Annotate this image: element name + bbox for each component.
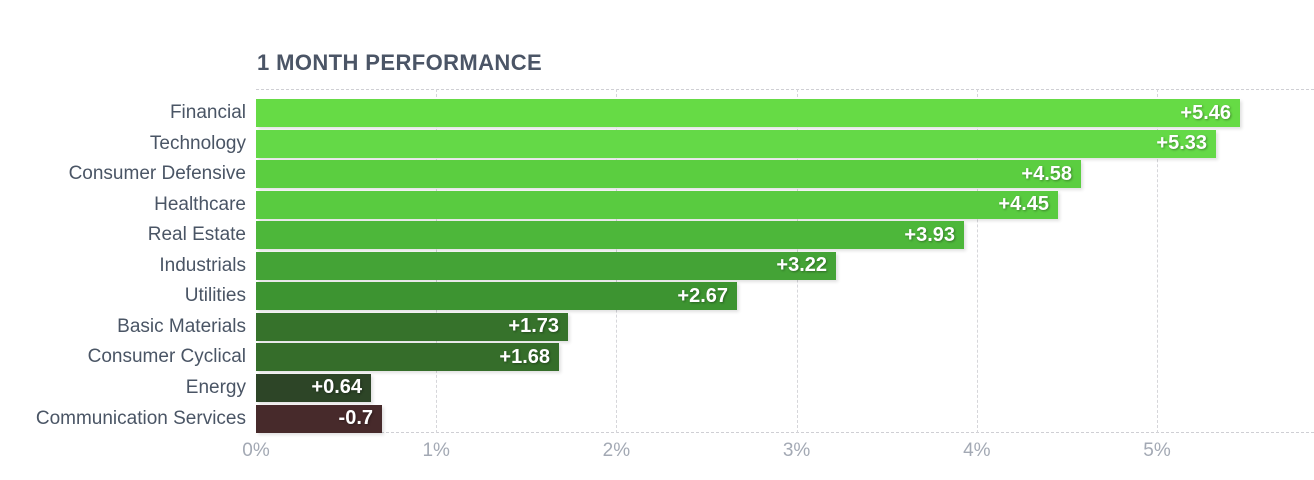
gridline-4pct: [976, 89, 978, 433]
bar-value-label: +1.68: [499, 345, 550, 368]
bar-value-label: +4.58: [1021, 162, 1072, 185]
category-label: Healthcare: [154, 193, 246, 215]
category-label: Industrials: [159, 254, 246, 276]
bar-value-label: +4.45: [998, 193, 1049, 216]
bar-value-label: +3.22: [776, 254, 827, 277]
category-label: Consumer Defensive: [68, 163, 246, 185]
plot-area: [256, 89, 1314, 433]
bar-value-label: +5.46: [1180, 101, 1231, 124]
bar-value-label: +3.93: [904, 223, 955, 246]
bar-value-label: +2.67: [677, 284, 728, 307]
x-axis-tick-label: 3%: [782, 440, 811, 461]
bar-value-label: +1.73: [508, 315, 559, 338]
bar[interactable]: +2.67: [256, 282, 737, 311]
x-axis-tick-label: 2%: [602, 440, 631, 461]
chart-title: 1 MONTH PERFORMANCE: [257, 50, 543, 75]
bar-value-label: +0.64: [311, 376, 362, 399]
category-label: Energy: [185, 376, 246, 398]
bar[interactable]: -0.7: [256, 404, 382, 433]
category-label: Utilities: [184, 285, 246, 307]
bar[interactable]: +0.64: [256, 373, 371, 402]
x-axis-tick-label: 1%: [422, 440, 450, 461]
bar[interactable]: +3.22: [256, 251, 836, 280]
bar[interactable]: +4.45: [256, 190, 1058, 219]
category-label: Communication Services: [35, 407, 246, 429]
category-label: Consumer Cyclical: [87, 346, 246, 368]
bar[interactable]: +3.93: [256, 221, 964, 250]
category-label: Real Estate: [147, 224, 246, 246]
x-axis-tick-label: 4%: [963, 440, 991, 461]
bar[interactable]: +5.33: [256, 129, 1216, 158]
bar[interactable]: +1.68: [256, 343, 559, 372]
x-axis-tick-label: 0%: [242, 440, 270, 461]
x-axis-tick-label: 5%: [1143, 440, 1171, 461]
bar[interactable]: +5.46: [256, 99, 1240, 127]
bar-value-label: +5.33: [1156, 132, 1207, 155]
bar-value-label: -0.7: [338, 407, 373, 429]
bar[interactable]: +1.73: [256, 312, 568, 341]
bar[interactable]: +4.58: [256, 160, 1081, 189]
category-label: Basic Materials: [117, 315, 246, 337]
gridline-5pct: [1157, 89, 1158, 433]
category-label: Technology: [149, 132, 246, 154]
category-label: Financial: [169, 102, 246, 123]
